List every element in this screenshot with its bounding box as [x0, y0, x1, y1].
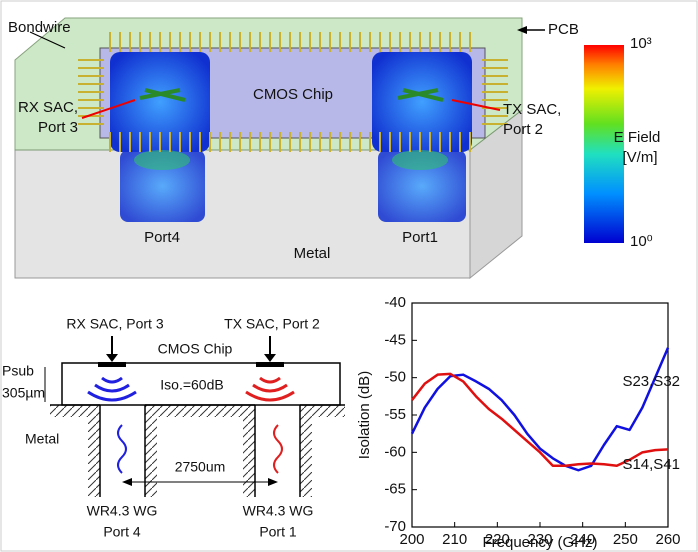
- arrowhead: [122, 478, 132, 486]
- colorbar: 10³ 10⁰ E Field [V/m]: [584, 35, 660, 250]
- port-label: Port 4: [103, 524, 141, 540]
- colorbar-title: [V/m]: [622, 149, 657, 166]
- arrowhead: [264, 354, 276, 362]
- pcb-label: PCB: [548, 21, 579, 38]
- spacing-label: 2750um: [175, 459, 226, 475]
- figure: PCB Bondwire CMOS Chip RX SAC, Port 3 TX…: [0, 0, 698, 552]
- metal: [300, 405, 345, 417]
- field-spot: [134, 150, 190, 170]
- x-tick-label: 220: [485, 531, 510, 548]
- metal: [300, 417, 312, 497]
- simulation-view: PCB Bondwire CMOS Chip RX SAC, Port 3 TX…: [8, 18, 579, 278]
- colorbar-max: 10³: [630, 35, 652, 52]
- tx-label: TX SAC,: [503, 101, 561, 118]
- series-label: S14,S41: [622, 456, 680, 473]
- metal: [50, 405, 100, 417]
- cross-section: RX SAC, Port 3 TX SAC, Port 2 CMOS Chip …: [2, 316, 345, 540]
- x-tick-label: 200: [399, 531, 424, 548]
- psub-label: Psub: [2, 363, 34, 379]
- metal: [243, 417, 255, 497]
- rx-pad: [98, 362, 126, 367]
- metal: [145, 417, 157, 497]
- wg-label: WR4.3 WG: [87, 503, 158, 519]
- wave: [118, 425, 126, 473]
- rx-label: RX SAC, Port 3: [66, 316, 163, 332]
- tx-label: TX SAC, Port 2: [224, 316, 320, 332]
- colorbar-min: 10⁰: [630, 233, 653, 250]
- x-tick-label: 210: [442, 531, 467, 548]
- tx-label: Port 2: [503, 121, 543, 138]
- arrowhead: [268, 478, 278, 486]
- port-label: Port 1: [259, 524, 297, 540]
- y-tick-label: -60: [384, 443, 406, 460]
- y-tick-label: -55: [384, 406, 406, 423]
- y-axis-label: Isolation (dB): [356, 371, 373, 459]
- chip-label: CMOS Chip: [253, 86, 333, 103]
- x-tick-label: 250: [613, 531, 638, 548]
- x-tick-label: 240: [570, 531, 595, 548]
- thickness-label: 305µm: [2, 385, 45, 401]
- metal: [145, 405, 255, 417]
- wave: [274, 425, 282, 473]
- x-tick-label: 260: [655, 531, 680, 548]
- arrowhead: [106, 354, 118, 362]
- x-tick-label: 230: [527, 531, 552, 548]
- y-tick-label: -45: [384, 331, 406, 348]
- metal: [88, 417, 100, 497]
- colorbar-title: E Field: [614, 129, 661, 146]
- bondwire-label: Bondwire: [8, 19, 71, 36]
- metal-label: Metal: [25, 431, 59, 447]
- port-label: Port4: [144, 229, 180, 246]
- rx-label: Port 3: [38, 119, 78, 136]
- page: {"simulation": {"pcb": "PCB", "bondwire"…: [0, 0, 698, 552]
- port-label: Port1: [402, 229, 438, 246]
- rx-label: RX SAC,: [18, 99, 78, 116]
- plot-frame: [412, 303, 668, 527]
- tx-pad: [256, 362, 284, 367]
- isolation-label: Iso.=60dB: [160, 377, 223, 393]
- y-tick-label: -65: [384, 481, 406, 498]
- chip-label: CMOS Chip: [158, 341, 233, 357]
- y-tick-label: -40: [384, 294, 406, 311]
- wg-label: WR4.3 WG: [243, 503, 314, 519]
- series-label: S23,S32: [622, 373, 680, 390]
- isolation-chart: Frequency (GHz) Isolation (dB) -70-65-60…: [356, 294, 681, 551]
- field-spot: [392, 150, 448, 170]
- y-tick-label: -50: [384, 369, 406, 386]
- metal-label: Metal: [294, 245, 331, 262]
